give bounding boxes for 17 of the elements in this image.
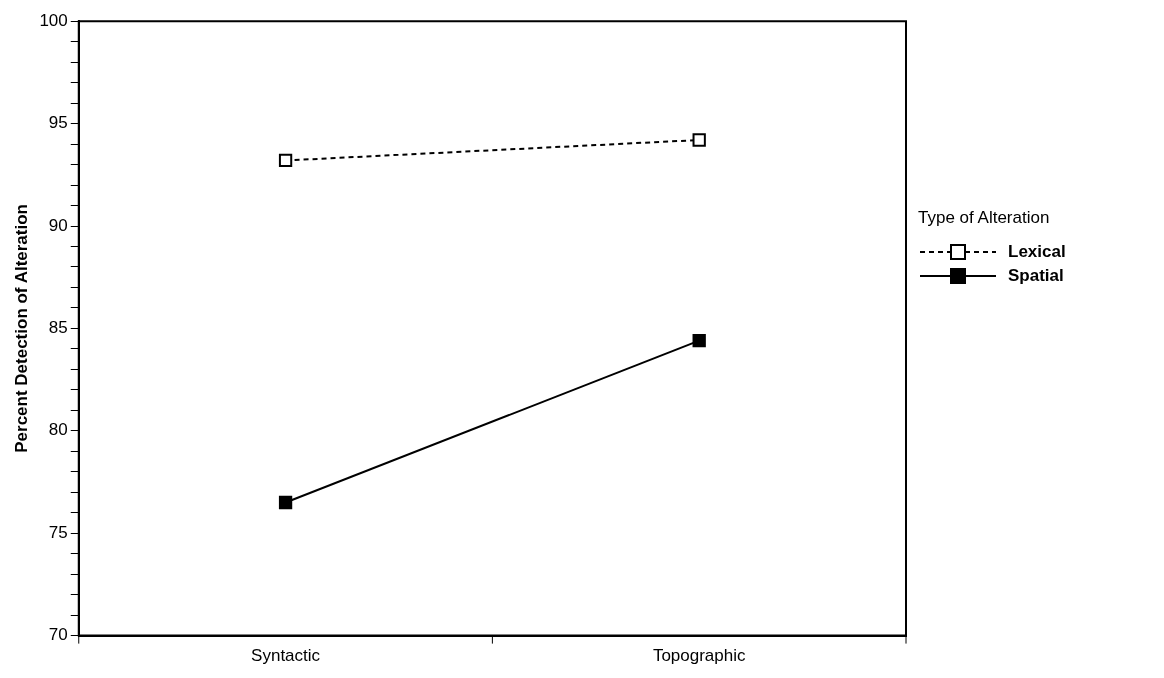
legend-label: Spatial bbox=[1008, 266, 1064, 286]
x-tick-label: Topographic bbox=[652, 646, 746, 666]
point bbox=[692, 334, 706, 348]
legend-title: Type of Alteration bbox=[918, 208, 1051, 228]
point bbox=[278, 495, 293, 510]
y-tick-label: 85 bbox=[48, 318, 68, 338]
point bbox=[278, 153, 293, 168]
y-tick-label: 70 bbox=[48, 625, 68, 645]
x-tick-label: Syntactic bbox=[251, 646, 321, 666]
y-tick-label: 90 bbox=[48, 215, 68, 235]
y-axis-title: Percent Detection of Alteration bbox=[11, 204, 31, 453]
y-tick-label: 75 bbox=[48, 522, 68, 542]
point bbox=[692, 133, 706, 147]
legend-label: Lexical bbox=[1008, 242, 1066, 262]
y-tick-label: 100 bbox=[39, 10, 68, 30]
y-tick-label: 95 bbox=[48, 113, 68, 133]
y-tick-label: 80 bbox=[48, 420, 68, 440]
